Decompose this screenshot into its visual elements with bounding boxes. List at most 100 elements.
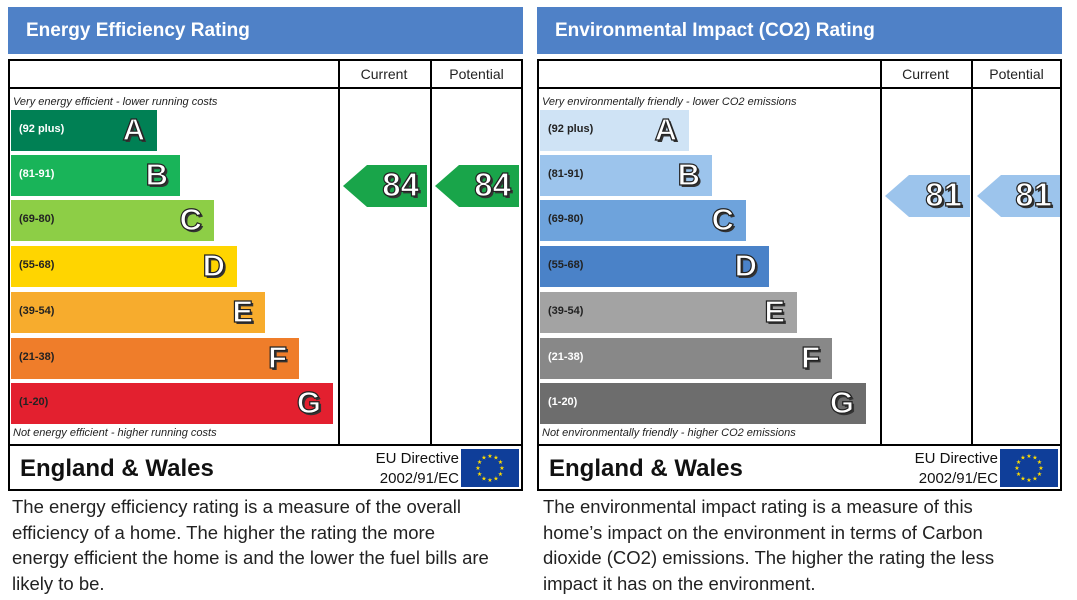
band-letter: C [711, 201, 735, 237]
band-range: (69-80) [548, 213, 584, 225]
chart-title: Energy Efficiency Rating [8, 7, 523, 54]
chart-title: Environmental Impact (CO2) Rating [537, 7, 1062, 54]
band-bar-c: (69-80) C [11, 200, 214, 241]
band-range: (1-20) [19, 396, 49, 408]
header-divider [8, 87, 523, 89]
svg-text:★: ★ [1037, 459, 1042, 466]
band-range: (1-20) [548, 396, 578, 408]
directive-text: 2002/91/EC [918, 470, 998, 487]
bottom-note: Not environmentally friendly - higher CO… [542, 427, 796, 439]
arrow-shape [885, 175, 970, 217]
top-note: Very environmentally friendly - lower CO… [542, 96, 797, 108]
svg-text:★: ★ [481, 475, 486, 482]
eu-flag-icon: ★ ★ ★ ★ ★ ★ ★ ★ ★ ★ ★ ★ [461, 449, 519, 487]
svg-text:★: ★ [477, 471, 482, 478]
header-divider [537, 87, 1062, 89]
band-bar-e: (39-54) E [540, 292, 797, 333]
eu-directive: EU Directive 2002/91/EC [842, 449, 998, 489]
svg-text:★: ★ [493, 475, 498, 482]
band-bar-a: (92 plus) A [11, 110, 157, 151]
top-note: Very energy efficient - lower running co… [13, 96, 218, 108]
arrow-shape [343, 165, 427, 207]
band-range: (21-38) [548, 351, 584, 363]
band-range: (55-68) [548, 259, 584, 271]
band-range: (81-91) [19, 168, 55, 180]
svg-text:★: ★ [493, 455, 498, 462]
svg-text:★: ★ [1020, 455, 1025, 462]
band-bar-f: (21-38) F [11, 338, 299, 379]
description: The energy efficiency rating is a measur… [12, 496, 489, 594]
svg-text:★: ★ [1032, 455, 1037, 462]
column-header-current: Current [902, 66, 949, 82]
potential-rating-value: 81 [1015, 175, 1053, 213]
band-letter: E [764, 293, 786, 329]
region-label: England & Wales [549, 455, 743, 482]
svg-text:★: ★ [498, 471, 503, 478]
svg-text:★: ★ [1026, 477, 1031, 484]
band-bar-b: (81-91) B [11, 155, 180, 196]
svg-text:★: ★ [487, 477, 492, 484]
band-letter: A [654, 111, 678, 147]
svg-text:★: ★ [1032, 475, 1037, 482]
footer-divider [8, 444, 523, 446]
band-letter: D [734, 247, 758, 283]
band-letter: E [232, 293, 254, 329]
svg-text:★: ★ [487, 453, 492, 460]
rating-table [8, 59, 523, 491]
arrow-shape [977, 175, 1060, 217]
column-header-potential: Potential [449, 66, 504, 82]
directive-text: EU Directive [914, 450, 998, 467]
column-header-potential: Potential [989, 66, 1044, 82]
svg-text:★: ★ [1026, 453, 1031, 460]
svg-text:★: ★ [1038, 465, 1043, 472]
band-bar-g: (1-20) G [540, 383, 866, 424]
band-range: (39-54) [548, 305, 584, 317]
column-divider [880, 59, 882, 446]
eu-directive: EU Directive 2002/91/EC [303, 449, 459, 489]
band-letter: D [202, 247, 226, 283]
band-bar-d: (55-68) D [540, 246, 769, 287]
band-range: (92 plus) [548, 123, 594, 135]
svg-text:★: ★ [498, 459, 503, 466]
current-rating-arrow: 81 [885, 175, 970, 217]
svg-text:★: ★ [499, 465, 504, 472]
band-range: (21-38) [19, 351, 55, 363]
band-bar-e: (39-54) E [11, 292, 265, 333]
svg-text:★: ★ [1016, 459, 1021, 466]
band-range: (55-68) [19, 259, 55, 271]
band-letter: B [145, 156, 169, 192]
band-range: (81-91) [548, 168, 584, 180]
band-letter: A [122, 111, 146, 147]
current-rating-value: 84 [382, 165, 420, 203]
band-range: (39-54) [19, 305, 55, 317]
svg-text:★: ★ [481, 455, 486, 462]
band-range: (69-80) [19, 213, 55, 225]
band-range: (92 plus) [19, 123, 65, 135]
band-letter: G [829, 384, 854, 420]
potential-rating-arrow: 84 [435, 165, 519, 207]
region-label: England & Wales [20, 455, 214, 482]
eu-flag-icon: ★ ★ ★ ★ ★ ★ ★ ★ ★ ★ ★ ★ [1000, 449, 1058, 487]
svg-text:★: ★ [1016, 471, 1021, 478]
column-divider [971, 59, 973, 446]
band-letter: C [179, 201, 203, 237]
band-letter: G [296, 384, 321, 420]
bottom-note: Not energy efficient - higher running co… [13, 427, 217, 439]
description: The environmental impact rating is a mea… [543, 496, 995, 594]
arrow-shape [435, 165, 519, 207]
potential-rating-value: 84 [474, 165, 512, 203]
current-rating-value: 81 [925, 175, 963, 213]
svg-text:★: ★ [475, 465, 480, 472]
svg-text:★: ★ [1020, 475, 1025, 482]
column-header-current: Current [360, 66, 408, 82]
band-letter: F [267, 339, 287, 375]
band-bar-d: (55-68) D [11, 246, 237, 287]
current-rating-arrow: 84 [343, 165, 427, 207]
directive-text: 2002/91/EC [379, 470, 459, 487]
svg-text:★: ★ [1014, 465, 1019, 472]
band-bar-a: (92 plus) A [540, 110, 689, 151]
band-bar-g: (1-20) G [11, 383, 333, 424]
footer-divider [537, 444, 1062, 446]
svg-text:★: ★ [477, 459, 482, 466]
band-letter: B [677, 156, 701, 192]
